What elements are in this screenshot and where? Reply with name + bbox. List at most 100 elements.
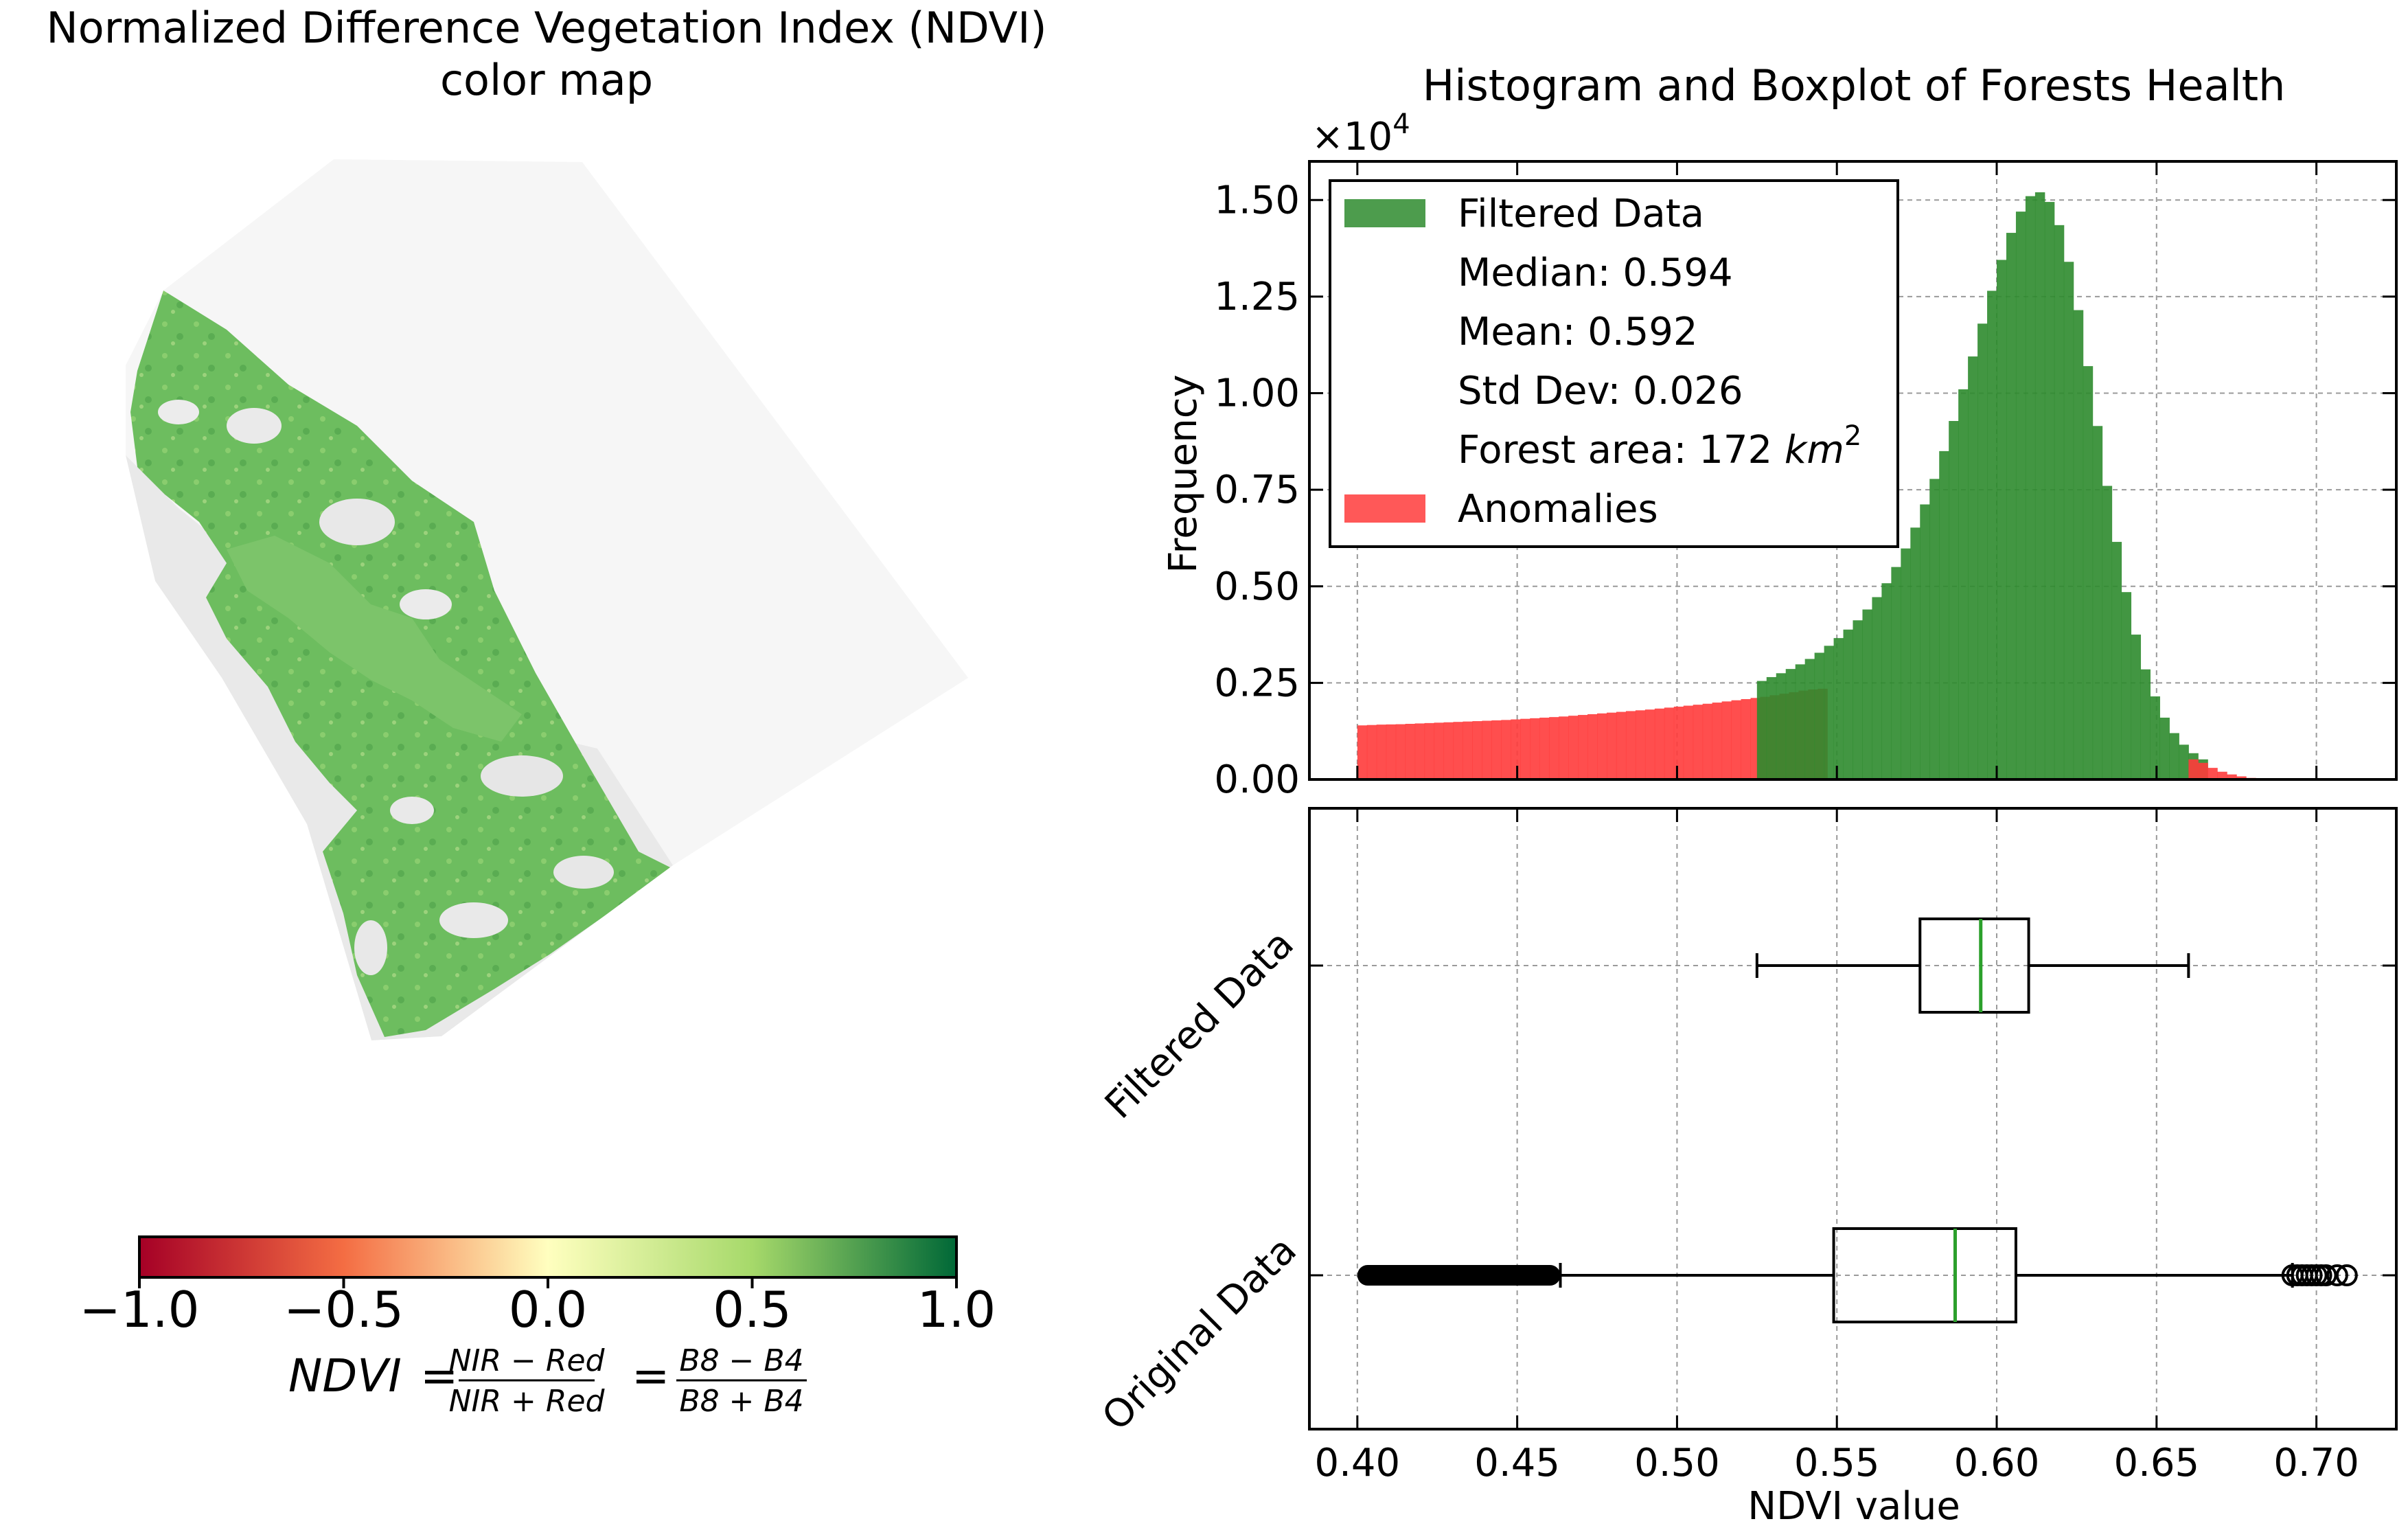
histogram-bar (2044, 202, 2055, 779)
histogram-bar (1824, 646, 1835, 779)
map-title-line1: Normalized Difference Vegetation Index (… (46, 3, 1046, 53)
histogram-bars (1357, 192, 2266, 779)
histogram-bar (2150, 696, 2160, 779)
legend-label-median: Median: 0.594 (1458, 251, 1733, 295)
histogram-y-tick-label: 1.00 (1214, 372, 1300, 416)
histogram-bar (1376, 725, 1387, 779)
histogram-bar (1625, 711, 1636, 779)
histogram-bar (1491, 720, 1502, 779)
histogram-bar (1644, 709, 1655, 779)
legend-box (1329, 179, 1899, 548)
colorbar-gradient (138, 1235, 958, 1279)
histogram-bar (2159, 718, 2170, 779)
histogram-bar (2198, 762, 2208, 779)
histogram-bar (1862, 609, 1872, 779)
legend-label-anomalies: Anomalies (1458, 487, 1658, 532)
formula-equals-1: = (420, 1349, 458, 1402)
histogram-bar (1482, 720, 1492, 779)
map-panel: Normalized Difference Vegetation Index (… (46, 3, 1046, 1419)
histogram-y-tick-label: 1.50 (1214, 178, 1300, 223)
boxplot-grid (1309, 808, 2396, 1429)
histogram-bar (2208, 768, 2218, 779)
histogram-bar (2236, 776, 2247, 779)
histogram-bar (1804, 659, 1815, 779)
histogram-bar (1891, 567, 1901, 779)
formula-denominator-2: B8 + B4 (679, 1384, 803, 1419)
colorbar-tick-label: −0.5 (284, 1281, 404, 1338)
histogram-bar (1559, 716, 1569, 779)
histogram-bar (2121, 592, 2132, 779)
boxplot-panel: 0.40 0.45 0.50 0.55 0.60 0.65 0.70 NDVI value … (1094, 807, 2398, 1529)
colorbar-tick-label: 0.0 (509, 1281, 588, 1338)
colorbar-ticks: −1.0 −0.5 0.0 0.5 1.0 (80, 1277, 996, 1338)
histogram-bar (1568, 716, 1579, 779)
forest-area-text: Forest area: 172 (1458, 428, 1785, 472)
formula-numerator-2: B8 − B4 (679, 1343, 803, 1378)
histogram-bar (1664, 707, 1675, 779)
histogram-bar (1683, 705, 1694, 779)
histogram-y-tick-label: 0.00 (1214, 757, 1300, 802)
boxplots (1357, 917, 2358, 1323)
histogram-bar (2034, 192, 2045, 779)
histogram-bar (1386, 724, 1397, 779)
colorbar-tick-label: 0.5 (713, 1281, 792, 1338)
forest-area-unit: km (1785, 428, 1844, 472)
colorbar-tick-label: −1.0 (80, 1281, 200, 1338)
y-multiplier: ×104 (1311, 109, 1410, 159)
formula-equals-2: = (632, 1349, 669, 1402)
histogram-bar (2217, 771, 2227, 779)
histogram-frame (1308, 160, 2398, 781)
iqr-box (1832, 1227, 2017, 1323)
histogram-bar (2131, 635, 2142, 779)
formula-lhs: NDVI (288, 1349, 402, 1402)
histogram-bar (2102, 486, 2113, 779)
boxplot-axes: 0.40 0.45 0.50 0.55 0.60 0.65 0.70 (1309, 808, 2396, 1485)
histogram-y-tick-label: 0.75 (1214, 468, 1300, 512)
x-tick-label: 0.55 (1794, 1441, 1880, 1485)
histogram-bar (2140, 669, 2151, 779)
histogram-bar (1901, 548, 1911, 779)
histogram-bar (1949, 421, 1959, 779)
histogram-y-tick-label: 0.25 (1214, 661, 1300, 705)
histogram-bar (1872, 597, 1882, 779)
boxplot-original (1357, 1227, 2358, 1323)
x-tick-label: 0.50 (1634, 1441, 1720, 1485)
legend-swatch-anomalies (1344, 494, 1425, 523)
legend-label-stddev: Std Dev: 0.026 (1458, 369, 1743, 413)
histogram-bar (1776, 673, 1787, 779)
histogram-bar (2169, 733, 2179, 779)
x-tick-label: 0.65 (2113, 1441, 2199, 1485)
histogram-bar (1530, 718, 1540, 779)
histogram-bar (1987, 290, 1997, 779)
histogram-bar (2227, 774, 2237, 779)
histogram-bar (1929, 479, 1940, 779)
legend-label-mean: Mean: 0.592 (1458, 310, 1698, 354)
x-tick-label: 0.40 (1314, 1441, 1400, 1485)
histogram-bar (2179, 744, 2189, 779)
histogram-bar (1616, 711, 1627, 779)
outlier-point (2326, 1264, 2348, 1286)
histogram-bar (1756, 681, 1767, 779)
histogram-bar (1968, 356, 1978, 779)
histogram-y-tick-label: 0.50 (1214, 565, 1300, 609)
histogram-bar (1766, 676, 1777, 779)
histogram-bar (1702, 703, 1713, 779)
histogram-bar (1443, 722, 1454, 779)
histogram-bar (2025, 196, 2036, 779)
legend: Filtered Data Median: 0.594 Mean: 0.592 … (1329, 179, 1899, 548)
histogram-bar (2063, 262, 2074, 779)
y-multiplier-base: ×10 (1311, 115, 1392, 159)
histogram-y-tick-label: 1.25 (1214, 275, 1300, 319)
histogram-bar (1587, 714, 1598, 779)
histogram-bar (1920, 504, 1930, 779)
histogram-bar (1741, 699, 1752, 779)
histogram-bar (2083, 366, 2094, 779)
histogram-bar (1405, 724, 1416, 779)
iqr-box (1918, 917, 2030, 1014)
histogram-bar (1501, 720, 1511, 779)
histogram-bar (1472, 721, 1482, 779)
histogram-bar (1414, 723, 1425, 779)
y-multiplier-exponent: 4 (1392, 109, 1410, 140)
forest-area-exponent: 2 (1844, 420, 1861, 452)
